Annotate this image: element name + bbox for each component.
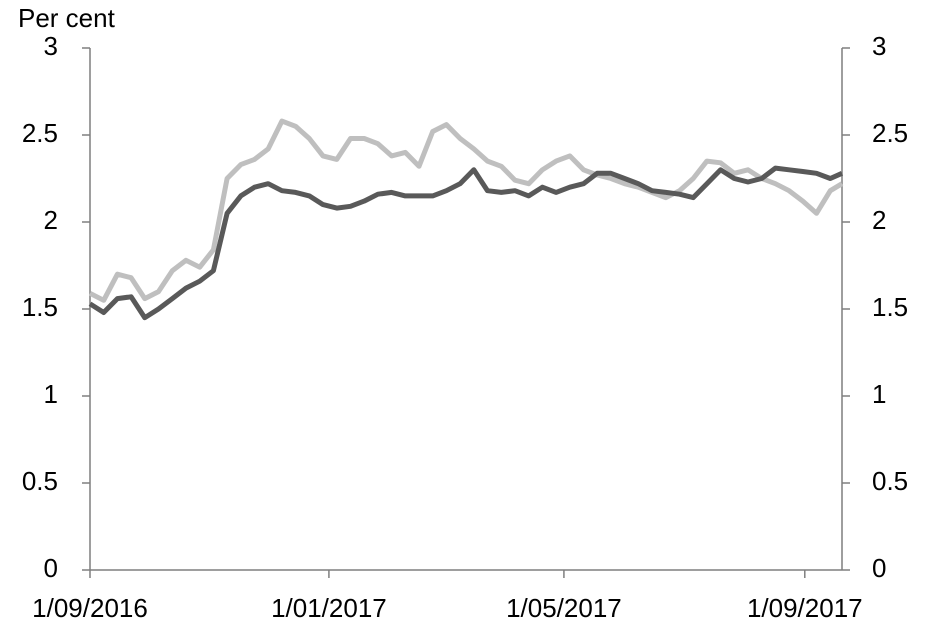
- y-tick-label: 1: [44, 379, 58, 409]
- line-series: [88, 165, 844, 321]
- line-series: [88, 118, 844, 303]
- x-tick-label: 1/09/2016: [32, 593, 148, 623]
- y2-tick-label: 1.5: [872, 292, 908, 322]
- y-axis-label: Per cent: [18, 3, 116, 33]
- y2-tick-label: 2.5: [872, 118, 908, 148]
- y-tick-label: 1.5: [22, 292, 58, 322]
- x-tick-label: 1/09/2017: [747, 593, 863, 623]
- y2-tick-label: 0.5: [872, 466, 908, 496]
- y-tick-label: 0: [44, 553, 58, 583]
- y2-tick-label: 0: [872, 553, 886, 583]
- x-tick-label: 1/05/2017: [506, 593, 622, 623]
- x-tick-label: 1/01/2017: [271, 593, 387, 623]
- y-tick-label: 2.5: [22, 118, 58, 148]
- y2-tick-label: 2: [872, 205, 886, 235]
- y2-tick-label: 3: [872, 31, 886, 61]
- y-tick-label: 2: [44, 205, 58, 235]
- y-tick-label: 0.5: [22, 466, 58, 496]
- y-tick-label: 3: [44, 31, 58, 61]
- y2-tick-label: 1: [872, 379, 886, 409]
